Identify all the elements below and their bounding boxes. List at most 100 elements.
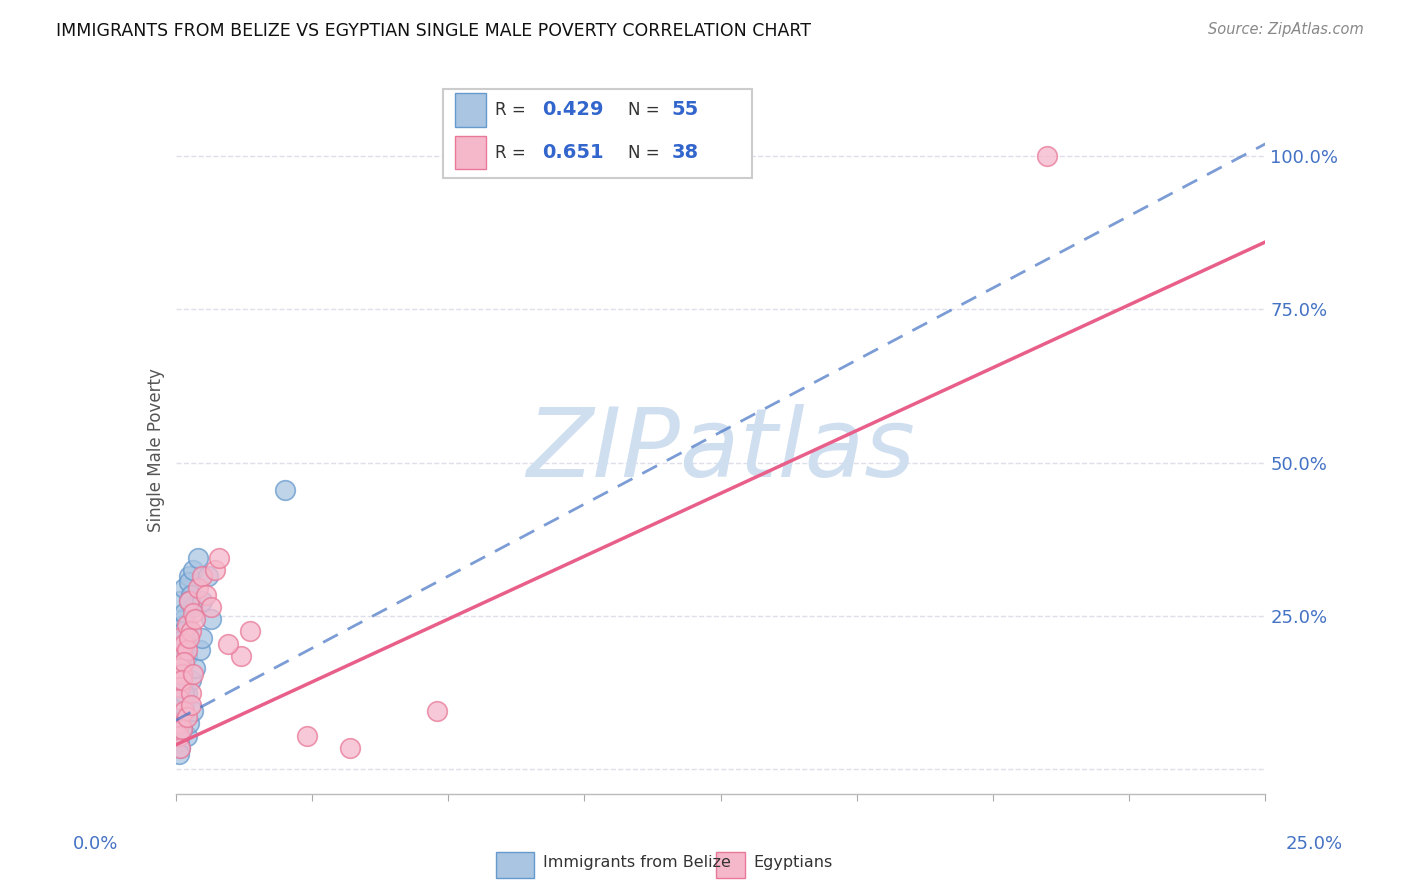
Text: 0.651: 0.651	[541, 143, 603, 162]
Point	[170, 631, 193, 645]
Point	[167, 691, 190, 706]
Point	[176, 618, 198, 632]
Point	[176, 631, 198, 645]
Y-axis label: Single Male Poverty: Single Male Poverty	[146, 368, 165, 533]
Point	[204, 563, 226, 577]
Point	[200, 599, 222, 614]
Point	[173, 655, 195, 669]
FancyBboxPatch shape	[716, 852, 745, 879]
Point	[1036, 149, 1059, 163]
Point	[169, 655, 191, 669]
Point	[172, 723, 194, 737]
Point	[169, 661, 191, 675]
Text: N =: N =	[628, 144, 659, 161]
Point	[173, 612, 195, 626]
Point	[191, 631, 214, 645]
Point	[177, 569, 200, 583]
Text: 38: 38	[672, 143, 699, 162]
Point	[191, 569, 214, 583]
Point	[167, 710, 190, 724]
Point	[181, 599, 204, 614]
Point	[173, 631, 195, 645]
Point	[172, 648, 194, 663]
Point	[184, 612, 207, 626]
Point	[177, 631, 200, 645]
Point	[167, 691, 190, 706]
Point	[176, 648, 198, 663]
Point	[191, 593, 214, 607]
Point	[181, 704, 204, 718]
Point	[181, 667, 204, 681]
Point	[172, 680, 194, 694]
Point	[177, 575, 200, 590]
Point	[339, 740, 361, 755]
Point	[169, 704, 191, 718]
Text: N =: N =	[628, 101, 659, 119]
Point	[169, 655, 191, 669]
Text: 55: 55	[672, 100, 699, 120]
Point	[173, 686, 195, 700]
Point	[173, 624, 195, 639]
Point	[173, 618, 195, 632]
Point	[188, 642, 211, 657]
Point	[177, 593, 200, 607]
Text: R =: R =	[495, 101, 526, 119]
Point	[167, 631, 190, 645]
Point	[167, 686, 190, 700]
Text: ZIPatlas: ZIPatlas	[526, 404, 915, 497]
FancyBboxPatch shape	[456, 136, 486, 169]
Point	[180, 686, 202, 700]
Point	[172, 698, 194, 712]
Point	[200, 612, 222, 626]
Text: Immigrants from Belize: Immigrants from Belize	[543, 855, 731, 870]
Point	[177, 593, 200, 607]
Point	[167, 729, 190, 743]
Point	[172, 723, 194, 737]
Point	[186, 550, 209, 565]
Point	[172, 716, 194, 731]
Point	[172, 648, 194, 663]
Point	[167, 642, 190, 657]
Point	[169, 740, 191, 755]
FancyBboxPatch shape	[496, 852, 534, 879]
Point	[181, 606, 204, 620]
Point	[173, 698, 195, 712]
Point	[208, 550, 231, 565]
Point	[295, 729, 318, 743]
Point	[167, 673, 190, 688]
Point	[239, 624, 262, 639]
Point	[172, 637, 194, 651]
Point	[181, 563, 204, 577]
Text: IMMIGRANTS FROM BELIZE VS EGYPTIAN SINGLE MALE POVERTY CORRELATION CHART: IMMIGRANTS FROM BELIZE VS EGYPTIAN SINGL…	[56, 22, 811, 40]
Text: 0.0%: 0.0%	[73, 835, 118, 853]
Point	[172, 673, 194, 688]
Point	[274, 483, 297, 498]
Point	[173, 582, 195, 596]
Text: Source: ZipAtlas.com: Source: ZipAtlas.com	[1208, 22, 1364, 37]
Text: 0.429: 0.429	[541, 100, 603, 120]
Point	[169, 661, 191, 675]
Point	[169, 716, 191, 731]
Point	[197, 569, 219, 583]
Text: 25.0%: 25.0%	[1286, 835, 1343, 853]
Text: Egyptians: Egyptians	[754, 855, 832, 870]
Point	[176, 710, 198, 724]
Point	[169, 680, 191, 694]
Point	[180, 698, 202, 712]
Point	[169, 710, 191, 724]
Point	[167, 735, 190, 749]
Point	[173, 637, 195, 651]
Point	[195, 588, 218, 602]
Point	[426, 704, 449, 718]
Point	[180, 624, 202, 639]
Point	[173, 642, 195, 657]
Point	[177, 716, 200, 731]
Text: R =: R =	[495, 144, 526, 161]
Point	[173, 704, 195, 718]
Point	[169, 593, 191, 607]
FancyBboxPatch shape	[456, 93, 486, 127]
FancyBboxPatch shape	[443, 89, 752, 178]
Point	[184, 661, 207, 675]
Point	[172, 642, 194, 657]
Point	[186, 582, 209, 596]
